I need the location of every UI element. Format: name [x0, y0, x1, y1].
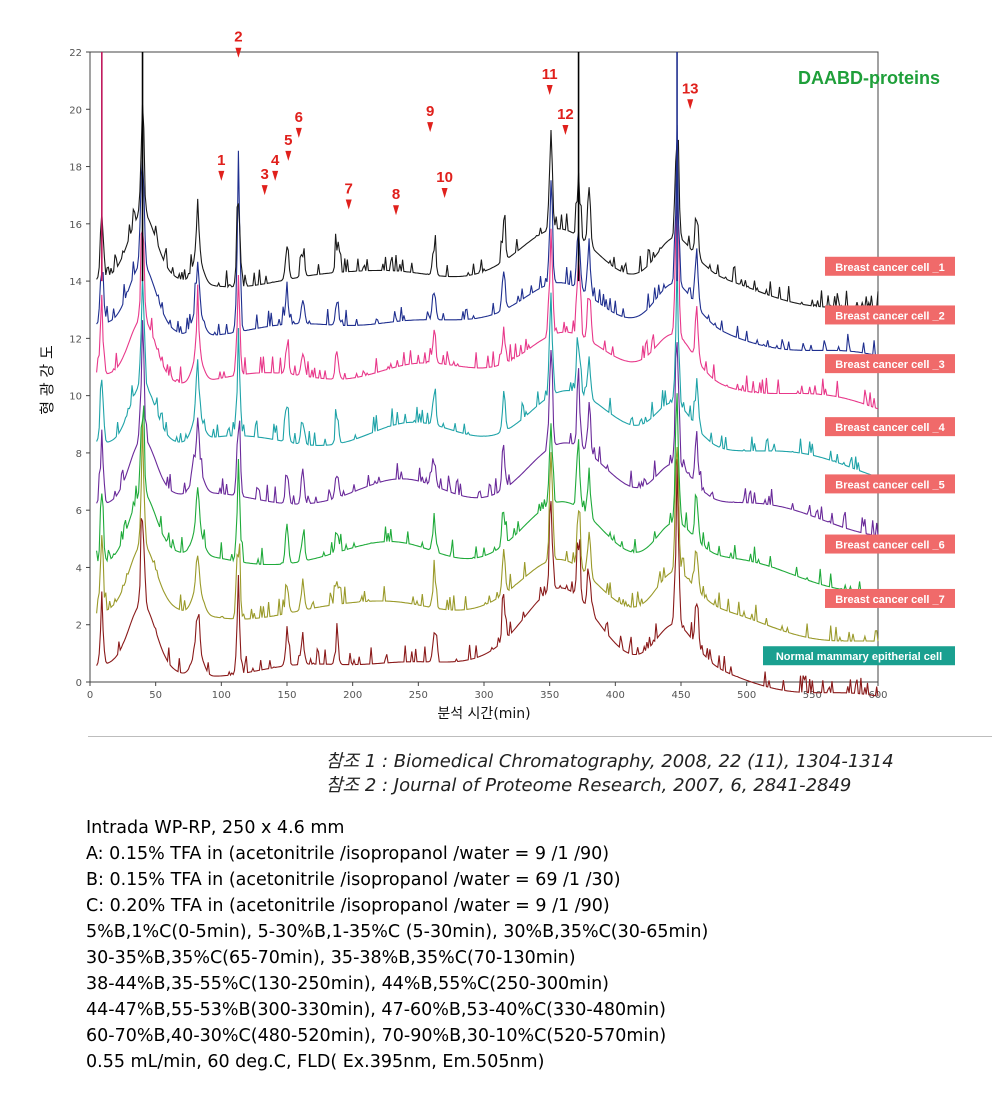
y-tick-label: 20	[69, 105, 82, 116]
peak-label: 13	[682, 80, 699, 97]
reference-2: 참조 2 : Journal of Proteome Research, 200…	[326, 775, 852, 796]
trace-line	[96, 125, 879, 357]
y-tick-label: 8	[76, 449, 82, 460]
trace-line	[96, 320, 879, 537]
y-tick-label: 16	[69, 220, 82, 231]
series-label: Breast cancer cell _6	[835, 540, 944, 552]
x-tick-label: 450	[671, 690, 690, 701]
y-tick-label: 4	[76, 563, 82, 574]
flow-and-detection: 0.55 mL/min, 60 deg.C, FLD( Ex.395nm, Em…	[86, 1052, 545, 1072]
series-label-box	[825, 474, 955, 494]
x-axis-label: 분석 시간(min)	[437, 706, 530, 722]
series-label-box	[825, 588, 955, 608]
x-tick-label: 100	[212, 690, 231, 701]
trace-line	[96, 419, 879, 642]
trace-line	[96, 393, 878, 593]
x-tick-label: 300	[474, 690, 493, 701]
peak-label: 7	[345, 181, 353, 198]
series-label: Breast cancer cell _1	[835, 262, 944, 274]
peak-marker	[235, 47, 242, 58]
x-tick-label: 400	[606, 690, 625, 701]
peak-label: 9	[426, 103, 434, 120]
series-label-box	[825, 256, 955, 276]
plot-frame	[89, 51, 879, 683]
peak-label: 11	[542, 66, 558, 83]
peak-label: 8	[392, 186, 400, 203]
x-tick-label: 550	[803, 690, 822, 701]
chart-title: DAABD-proteins	[798, 68, 940, 88]
gradient-step-5: 60-70%B,40-30%C(480-520min), 70-90%B,30-…	[86, 1026, 667, 1046]
peak-label: 12	[557, 106, 574, 123]
trace-line	[96, 259, 879, 478]
x-axis: 0 50 100 150 200 250 300 350 400 450 500 550 600	[87, 682, 888, 701]
peak-label: 3	[261, 166, 269, 183]
series-label-box	[825, 534, 955, 554]
peak-marker	[687, 99, 694, 110]
peak-marker	[285, 150, 292, 161]
peak-marker	[345, 199, 352, 210]
trace-line	[96, 104, 879, 309]
series-label-box	[763, 646, 955, 666]
x-tick-label: 500	[737, 690, 756, 701]
y-tick-label: 6	[76, 506, 82, 517]
column-spec: Intrada WP-RP, 250 x 4.6 mm	[86, 818, 345, 838]
peak-label: 4	[271, 152, 280, 169]
series-label-box	[825, 305, 955, 325]
gradient-step-2: 30-35%B,35%C(65-70min), 35-38%B,35%C(70-…	[86, 948, 576, 968]
y-axis-label: 형 광 강 도	[38, 345, 56, 415]
x-tick-label: 250	[409, 690, 428, 701]
x-tick-label: 0	[87, 690, 93, 701]
y-axis: 0 2 4 6 8 10 12 14 16 18 20 22	[69, 48, 90, 689]
series-labels: Breast cancer cell _1 Breast cancer cell …	[763, 256, 955, 666]
peak-marker	[546, 84, 553, 95]
series-label: Breast cancer cell _3	[835, 359, 944, 371]
peak-marker	[261, 185, 268, 196]
peak-label: 6	[295, 109, 303, 126]
peak-label: 2	[234, 29, 242, 46]
method-conditions: Intrada WP-RP, 250 x 4.6 mm A: 0.15% TFA…	[86, 815, 708, 1075]
y-tick-label: 2	[76, 621, 82, 632]
y-tick-label: 14	[69, 277, 82, 288]
x-tick-label: 200	[343, 690, 362, 701]
peak-marker	[295, 127, 302, 138]
gradient-step-3: 38-44%B,35-55%C(130-250min), 44%B,55%C(2…	[86, 974, 610, 994]
peak-label: 1	[217, 152, 225, 169]
series-label: Breast cancer cell _5	[835, 479, 944, 491]
series-label: Breast cancer cell _4	[835, 422, 945, 434]
x-tick-label: 150	[277, 690, 296, 701]
y-tick-label: 12	[69, 334, 82, 345]
peak-marker	[441, 188, 448, 199]
gradient-step-4: 44-47%B,55-53%B(300-330min), 47-60%B,53-…	[86, 1000, 666, 1020]
series-label: Breast cancer cell _2	[835, 310, 944, 322]
y-tick-label: 18	[69, 163, 82, 174]
peak-marker	[393, 205, 400, 216]
gradient-step-1: 5%B,1%C(0-5min), 5-30%B,1-35%C (5-30min)…	[86, 922, 709, 942]
x-tick-label: 350	[540, 690, 559, 701]
mobile-phase-b: B: 0.15% TFA in (acetonitrile /isopropan…	[86, 870, 621, 890]
peak-label: 5	[284, 132, 292, 149]
divider-line	[88, 736, 992, 737]
mobile-phase-c: C: 0.20% TFA in (acetonitrile /isopropan…	[86, 896, 610, 916]
mobile-phase-a: A: 0.15% TFA in (acetonitrile /isopropan…	[86, 844, 610, 864]
trace-line	[96, 458, 879, 697]
reference-1: 참조 1 : Biomedical Chromatography, 2008, …	[326, 751, 894, 772]
x-tick-label: 50	[149, 690, 162, 701]
series-label: Normal mammary epitherial cell	[776, 651, 942, 663]
references-block: 참조 1 : Biomedical Chromatography, 2008, …	[326, 750, 894, 798]
trace-line	[96, 191, 879, 410]
y-tick-label: 10	[69, 392, 82, 403]
peak-marker	[562, 125, 569, 136]
peak-marker	[218, 170, 225, 181]
peak-marker	[427, 122, 434, 133]
y-tick-label: 22	[69, 48, 82, 59]
peak-marker	[272, 170, 279, 181]
series-label-box	[825, 354, 955, 374]
chromatogram-traces	[96, 52, 879, 697]
series-label: Breast cancer cell _7	[835, 594, 944, 606]
series-label-box	[825, 417, 955, 437]
peak-label: 10	[436, 169, 453, 186]
y-tick-label: 0	[76, 678, 82, 689]
